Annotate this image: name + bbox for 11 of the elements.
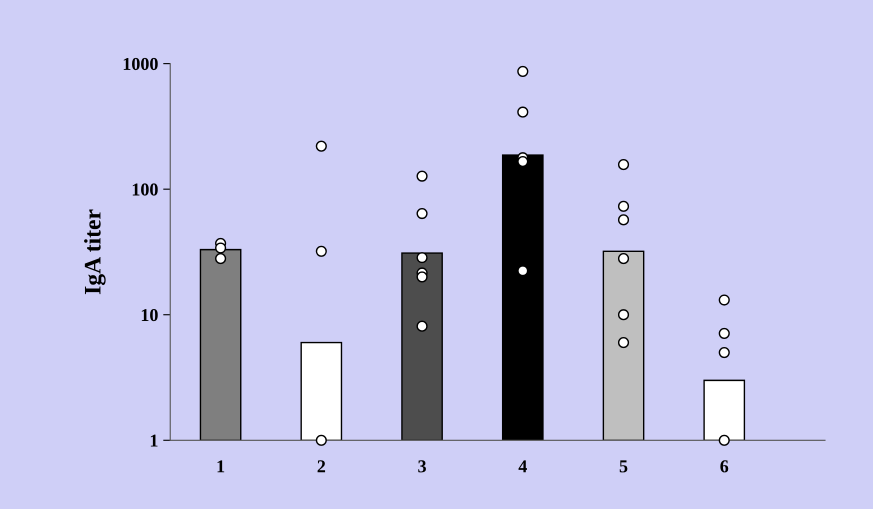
y-tick-label: 1 [150, 434, 158, 447]
x-tick-label: 3 [418, 460, 426, 472]
y-tick-label: 10 [142, 308, 158, 322]
y-axis-title: IgA titer [84, 210, 106, 294]
x-tick-label: 4 [518, 460, 527, 472]
x-tick-label: 5 [620, 460, 628, 472]
y-tick-label: 100 [132, 183, 158, 196]
y-tick-label: 1000 [124, 58, 158, 70]
x-tick-label: 2 [318, 460, 326, 472]
x-tick-label: 6 [720, 460, 728, 472]
x-tick-label: 1 [218, 460, 224, 472]
